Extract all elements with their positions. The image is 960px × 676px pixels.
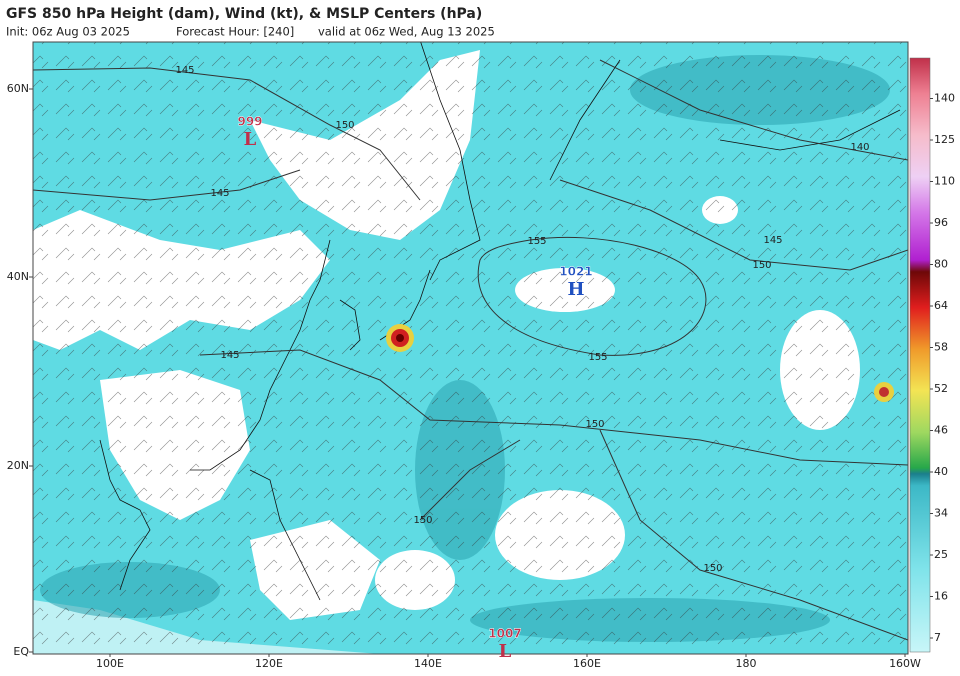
contour-label: 155 <box>588 352 607 363</box>
colorbar-label: 140 <box>934 92 955 105</box>
contour-label: 150 <box>703 563 722 574</box>
coastlines <box>99 42 901 601</box>
storms <box>386 324 894 402</box>
contour-label: 150 <box>335 120 354 131</box>
map-frame <box>32 41 909 655</box>
contour-label: 150 <box>585 419 604 430</box>
contour-label: 145 <box>175 65 194 76</box>
colorbar-label: 110 <box>934 175 955 188</box>
pressure-value: 999 <box>237 115 262 129</box>
lon-label: 180 <box>736 657 757 670</box>
contour-label: 155 <box>527 236 546 247</box>
colorbar-label: 40 <box>934 465 948 478</box>
forecast-hour: Forecast Hour: [240] <box>176 25 294 39</box>
lon-label: 160E <box>573 657 601 670</box>
lat-label: 40N <box>7 270 29 283</box>
contour-label: 150 <box>752 260 771 271</box>
lat-label: 60N <box>7 82 29 95</box>
colorbar-label: 46 <box>934 424 948 437</box>
contour-label: 145 <box>763 235 782 246</box>
lon-label: 140E <box>414 657 442 670</box>
valid-time: valid at 06z Wed, Aug 13 2025 <box>318 25 495 39</box>
colorbar-label: 64 <box>934 299 948 312</box>
colorbar-label: 96 <box>934 216 948 229</box>
init-time: Init: 06z Aug 03 2025 <box>6 25 130 39</box>
pressure-symbol: H <box>567 279 584 300</box>
contour-label: 150 <box>413 515 432 526</box>
colorbar-label: 125 <box>934 133 955 146</box>
pressure-value: 1021 <box>559 265 592 279</box>
colorbar-label: 34 <box>934 507 948 520</box>
lon-label: 120E <box>255 657 283 670</box>
title: GFS 850 hPa Height (dam), Wind (kt), & M… <box>6 6 482 22</box>
colorbar-label: 80 <box>934 258 948 271</box>
height-contours <box>33 59 908 641</box>
pressure-value: 1007 <box>488 627 521 641</box>
lon-label: 160W <box>889 657 921 670</box>
lat-label: 20N <box>7 459 29 472</box>
lon-label: 100E <box>96 657 124 670</box>
pressure-symbol: L <box>244 129 257 150</box>
map <box>33 42 908 654</box>
colorbar-label: 7 <box>934 631 941 644</box>
colorbar-label: 58 <box>934 341 948 354</box>
contour-label: 145 <box>210 188 229 199</box>
colorbar <box>909 57 931 653</box>
colorbar-label: 52 <box>934 382 948 395</box>
contour-label: 145 <box>220 350 239 361</box>
pressure-symbol: L <box>499 641 512 662</box>
colorbar-label: 16 <box>934 590 948 603</box>
contour-label: 140 <box>850 142 869 153</box>
lat-label: EQ <box>13 645 29 658</box>
colorbar-label: 25 <box>934 548 948 561</box>
